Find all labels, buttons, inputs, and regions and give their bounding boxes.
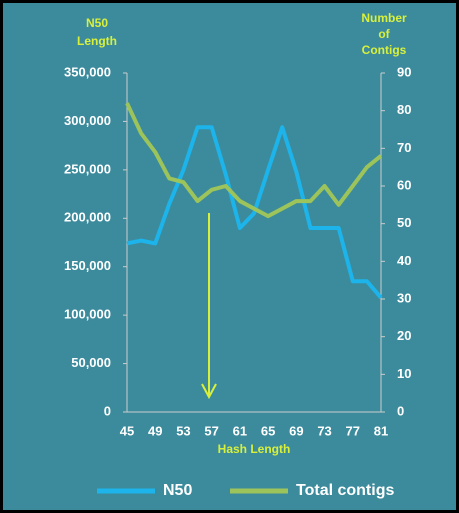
y2-axis-title: Number [361, 11, 407, 25]
y-tick-label: 350,000 [64, 64, 111, 79]
data-line [125, 102, 383, 219]
y2-tick-label: 90 [397, 64, 411, 79]
y2-tick-label: 60 [397, 177, 411, 192]
data-line [126, 125, 383, 300]
x-tick-label: 53 [176, 423, 190, 438]
x-tick-label: 61 [233, 423, 247, 438]
y-tick-label: 150,000 [64, 258, 111, 273]
y2-tick-label: 10 [397, 366, 411, 381]
y2-axis-title: Contigs [362, 43, 407, 57]
x-tick-label: 77 [346, 423, 360, 438]
x-tick-label: 73 [317, 423, 331, 438]
legend-label: Total contigs [296, 482, 394, 499]
y-axis-title: Length [77, 34, 117, 48]
x-tick-label: 81 [374, 423, 388, 438]
y-tick-label: 100,000 [64, 307, 111, 322]
y-tick-label: 300,000 [64, 113, 111, 128]
y2-axis-title: of [378, 27, 390, 41]
y-axis-title: N50 [86, 16, 108, 30]
y2-tick-label: 20 [397, 328, 411, 343]
x-tick-label: 57 [204, 423, 218, 438]
y-tick-label: 250,000 [64, 161, 111, 176]
y2-tick-label: 40 [397, 253, 411, 268]
legend-label: N50 [163, 482, 192, 499]
x-tick-label: 69 [289, 423, 303, 438]
y2-tick-label: 30 [397, 290, 411, 305]
x-tick-label: 65 [261, 423, 275, 438]
y2-tick-label: 80 [397, 102, 411, 117]
x-axis-title: Hash Length [218, 442, 291, 456]
x-tick-label: 45 [120, 423, 134, 438]
y2-tick-label: 0 [397, 403, 404, 418]
y-tick-label: 50,000 [71, 355, 111, 370]
y-tick-label: 200,000 [64, 210, 111, 225]
y2-tick-label: 50 [397, 215, 411, 230]
annotation-arrowhead [201, 383, 217, 400]
x-tick-label: 49 [148, 423, 162, 438]
y-tick-label: 0 [104, 403, 111, 418]
y2-tick-label: 70 [397, 140, 411, 155]
